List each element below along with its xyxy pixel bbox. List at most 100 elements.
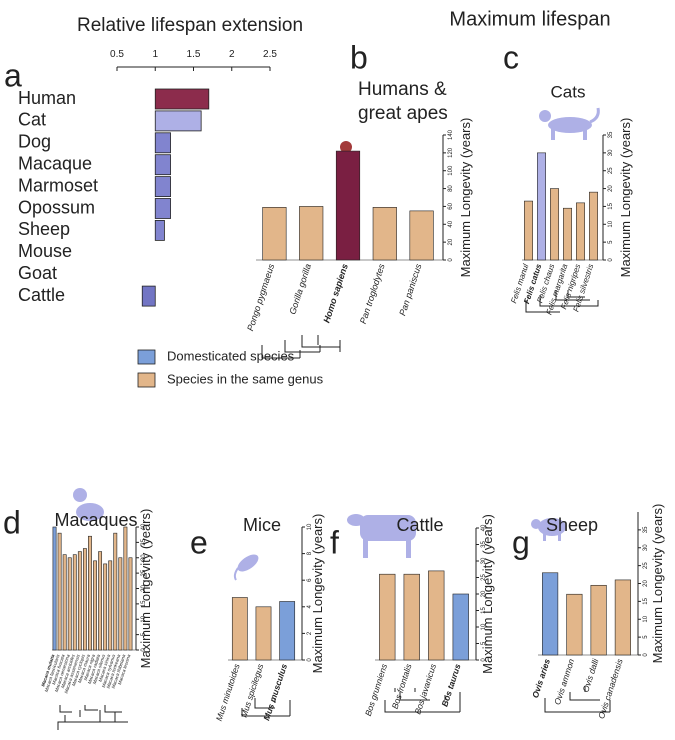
bar bbox=[77, 551, 82, 651]
bar bbox=[128, 557, 133, 651]
x-tick-label: 1 bbox=[152, 49, 158, 60]
bar bbox=[98, 551, 103, 651]
y-tick-label: 5 bbox=[643, 635, 649, 639]
bar bbox=[524, 200, 533, 261]
bar bbox=[72, 554, 77, 651]
x-tick-label: 0.5 bbox=[110, 49, 124, 60]
bar bbox=[452, 593, 469, 661]
category-label: Cat bbox=[18, 110, 46, 130]
legend-label: Domesticated species bbox=[167, 348, 295, 363]
panel-letter: c bbox=[503, 39, 519, 75]
panel-title: Mice bbox=[243, 515, 281, 535]
y-tick-label: 0 bbox=[141, 648, 147, 652]
bar bbox=[82, 548, 87, 651]
y-tick-label: 10 bbox=[481, 623, 487, 630]
y-axis-label: Maximum Longevity (years) bbox=[650, 504, 665, 664]
x-tick-label: 2 bbox=[229, 49, 235, 60]
y-axis-label: Maximum Longevity (years) bbox=[618, 118, 633, 278]
y-tick-label: 20 bbox=[643, 580, 649, 587]
bar bbox=[154, 88, 210, 110]
panel-letter: a bbox=[4, 57, 22, 93]
bar bbox=[123, 526, 128, 651]
bar bbox=[255, 606, 272, 661]
bar bbox=[563, 207, 572, 261]
y-tick-label: 60 bbox=[448, 202, 454, 209]
category-label: Goat bbox=[18, 263, 57, 283]
legend-label: Species in the same genus bbox=[167, 371, 324, 386]
heading: Maximum lifespan bbox=[449, 8, 610, 30]
bar bbox=[403, 573, 420, 661]
y-tick-label: 6 bbox=[307, 578, 313, 582]
bar bbox=[154, 219, 165, 241]
bar bbox=[379, 573, 396, 661]
category-label: Sheep bbox=[18, 219, 70, 239]
bar bbox=[262, 207, 287, 261]
panel-letter: g bbox=[512, 524, 530, 560]
sheep-silhouette bbox=[531, 518, 566, 541]
bar bbox=[108, 560, 113, 651]
panel-letter: d bbox=[3, 504, 21, 540]
bar bbox=[103, 563, 108, 651]
panel-title: Cats bbox=[551, 82, 586, 101]
y-axis-label: Maximum Longevity (years) bbox=[310, 514, 325, 674]
category-label: Gorilla gorilla bbox=[287, 263, 313, 316]
y-tick-label: 30 bbox=[481, 557, 487, 564]
cow-silhouette bbox=[347, 514, 416, 558]
bar bbox=[88, 535, 92, 651]
y-tick-label: 0 bbox=[643, 653, 649, 657]
panel-title: Macaques bbox=[54, 510, 137, 530]
category-label: Mus minutoides bbox=[214, 662, 242, 722]
category-label: Mouse bbox=[18, 241, 72, 261]
category-label: Bos frontalis bbox=[390, 662, 414, 710]
y-tick-label: 10 bbox=[141, 615, 147, 622]
bar bbox=[67, 557, 72, 651]
y-tick-label: 15 bbox=[643, 597, 649, 604]
y-tick-label: 30 bbox=[141, 554, 147, 561]
category-label: Opossum bbox=[18, 197, 95, 217]
y-tick-label: 5 bbox=[141, 632, 147, 636]
category-label: Homo sapiens bbox=[321, 263, 350, 325]
y-tick-label: 25 bbox=[141, 569, 147, 576]
y-tick-label: 10 bbox=[608, 220, 614, 227]
bar bbox=[372, 207, 397, 261]
category-label: Bos javanicus bbox=[412, 662, 438, 716]
y-tick-label: 40 bbox=[481, 524, 487, 531]
bar bbox=[93, 560, 97, 651]
bar bbox=[154, 110, 202, 132]
category-label: Dog bbox=[18, 132, 51, 152]
bar bbox=[154, 176, 171, 198]
bar bbox=[566, 593, 583, 656]
y-tick-label: 20 bbox=[481, 590, 487, 597]
bar bbox=[57, 532, 62, 651]
y-tick-label: 30 bbox=[608, 149, 614, 156]
y-tick-label: 2 bbox=[307, 631, 313, 635]
y-axis-label: Maximum Longevity (years) bbox=[458, 118, 473, 278]
bar bbox=[154, 198, 171, 219]
category-label: Marmoset bbox=[18, 175, 98, 195]
bar bbox=[113, 532, 118, 651]
bar bbox=[335, 150, 361, 261]
category-label: Bos taurus bbox=[439, 662, 462, 708]
bar bbox=[52, 526, 57, 651]
legend-swatch bbox=[137, 349, 156, 365]
y-tick-label: 35 bbox=[141, 538, 147, 545]
bar bbox=[62, 554, 67, 651]
bar bbox=[542, 572, 559, 656]
category-label: Pan troglodytes bbox=[358, 262, 387, 325]
panel-letter: b bbox=[350, 39, 368, 75]
panel-letter: e bbox=[190, 524, 208, 560]
macaque-silhouette bbox=[73, 488, 104, 521]
mouse-silhouette bbox=[233, 554, 259, 581]
category-label: Ovis aries bbox=[530, 657, 552, 699]
y-tick-label: 4 bbox=[307, 604, 313, 608]
panel-title: Sheep bbox=[546, 515, 598, 535]
y-tick-label: 10 bbox=[643, 615, 649, 622]
y-tick-label: 120 bbox=[448, 147, 454, 158]
y-tick-label: 15 bbox=[141, 600, 147, 607]
y-tick-label: 0 bbox=[448, 258, 454, 262]
y-tick-label: 0 bbox=[307, 658, 313, 662]
bar bbox=[550, 188, 559, 261]
cat-silhouette bbox=[539, 107, 600, 140]
y-tick-label: 8 bbox=[307, 551, 313, 555]
bar bbox=[154, 154, 171, 176]
